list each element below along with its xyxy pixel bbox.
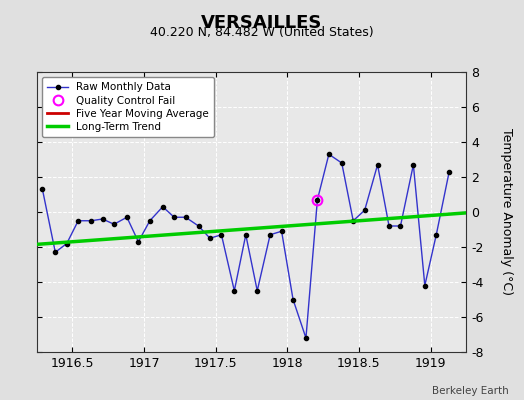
Raw Monthly Data xyxy=(350,218,356,223)
Raw Monthly Data xyxy=(39,187,46,192)
Raw Monthly Data xyxy=(314,197,321,202)
Raw Monthly Data xyxy=(397,224,403,228)
Raw Monthly Data xyxy=(386,224,392,228)
Line: Raw Monthly Data: Raw Monthly Data xyxy=(40,152,451,340)
Raw Monthly Data xyxy=(63,241,70,246)
Raw Monthly Data xyxy=(254,288,260,293)
Text: 40.220 N, 84.482 W (United States): 40.220 N, 84.482 W (United States) xyxy=(150,26,374,39)
Y-axis label: Temperature Anomaly (°C): Temperature Anomaly (°C) xyxy=(500,128,514,296)
Text: VERSAILLES: VERSAILLES xyxy=(201,14,323,32)
Raw Monthly Data xyxy=(75,218,81,223)
Raw Monthly Data xyxy=(124,215,130,220)
Raw Monthly Data xyxy=(111,222,117,227)
Raw Monthly Data xyxy=(52,250,59,255)
Raw Monthly Data xyxy=(100,217,106,222)
Raw Monthly Data xyxy=(278,229,285,234)
Raw Monthly Data xyxy=(339,160,345,166)
Raw Monthly Data xyxy=(267,232,274,237)
Raw Monthly Data xyxy=(433,232,440,237)
Raw Monthly Data xyxy=(243,232,249,237)
Raw Monthly Data xyxy=(422,283,428,288)
Raw Monthly Data xyxy=(88,218,94,223)
Raw Monthly Data xyxy=(326,152,332,157)
Raw Monthly Data xyxy=(171,215,177,220)
Raw Monthly Data xyxy=(290,297,296,302)
Raw Monthly Data xyxy=(231,288,237,293)
Raw Monthly Data xyxy=(446,169,452,174)
Raw Monthly Data xyxy=(147,218,153,223)
Raw Monthly Data xyxy=(303,336,309,340)
Raw Monthly Data xyxy=(182,215,189,220)
Raw Monthly Data xyxy=(195,224,202,228)
Raw Monthly Data xyxy=(362,208,368,213)
Legend: Raw Monthly Data, Quality Control Fail, Five Year Moving Average, Long-Term Tren: Raw Monthly Data, Quality Control Fail, … xyxy=(42,77,214,137)
Raw Monthly Data xyxy=(207,236,213,241)
Raw Monthly Data xyxy=(375,162,381,167)
Raw Monthly Data xyxy=(410,162,417,167)
Raw Monthly Data xyxy=(160,204,166,209)
Raw Monthly Data xyxy=(219,232,225,237)
Text: Berkeley Earth: Berkeley Earth xyxy=(432,386,508,396)
Raw Monthly Data xyxy=(135,239,141,244)
